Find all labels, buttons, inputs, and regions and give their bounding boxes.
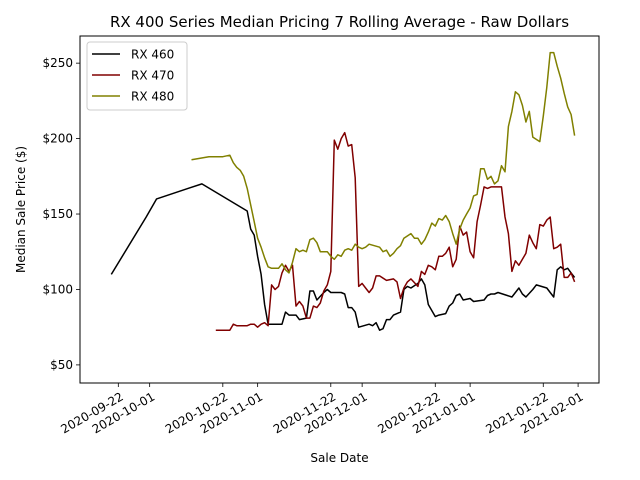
x-axis-label: Sale Date [310,451,368,465]
y-axis: $50 $100 $150 $200 $250 [42,56,80,372]
y-tick-label: $200 [42,132,73,146]
y-tick-label: $100 [42,282,73,296]
y-tick-label: $50 [50,358,73,372]
y-tick-label: $150 [42,207,73,221]
series-line-rx-460 [110,183,576,331]
y-axis-label: Median Sale Price ($) [14,146,28,273]
legend: RX 460 RX 470 RX 480 [86,41,188,111]
series-layer [110,51,576,331]
chart-title: RX 400 Series Median Pricing 7 Rolling A… [110,13,569,31]
legend-box [86,41,188,111]
series-line-rx-480 [191,51,576,274]
legend-label: RX 480 [131,90,174,104]
y-tick-label: $250 [42,56,73,70]
plot-area [79,35,600,384]
legend-label: RX 460 [131,48,174,62]
series-line-rx-470 [215,131,576,331]
plot-frame [79,35,600,384]
legend-label: RX 470 [131,69,174,83]
